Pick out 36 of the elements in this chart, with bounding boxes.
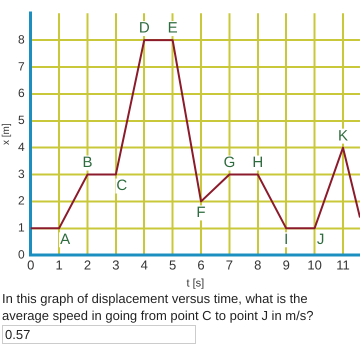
x-tick-label: 3	[112, 258, 120, 273]
y-tick-label: 3	[18, 166, 25, 181]
x-tick-label: 1	[55, 258, 63, 273]
text: In this graph of displacement versus time, what is the average speed in going from point C to point J in m/s?	[2, 290, 314, 324]
y-tick-label: 6	[18, 86, 25, 100]
annotation: C	[116, 177, 128, 194]
annotation: K	[338, 127, 348, 144]
x-tick-label: 11	[336, 258, 350, 273]
y-axis-title: x [m]	[0, 123, 12, 146]
x-axis-title: t [s]	[186, 277, 204, 290]
y-tick-label: 4	[18, 140, 25, 154]
x-tick-label: 7	[226, 258, 234, 273]
x-tick-label: 4	[140, 258, 148, 273]
annotation: H	[252, 154, 264, 172]
y-tick-label: 5	[18, 113, 25, 128]
annotation: B	[82, 154, 92, 172]
y-tick-label: 7	[18, 59, 25, 74]
annotation: J	[316, 230, 324, 248]
annotation: E	[168, 20, 178, 37]
annotation: D	[138, 20, 150, 37]
annotation: G	[224, 154, 236, 172]
x-tick-label: 5	[169, 258, 176, 273]
annotation: F	[196, 204, 206, 222]
x-tick-label: 10	[307, 258, 322, 273]
annotation: I	[284, 230, 288, 248]
y-tick-label: 0	[18, 248, 25, 262]
y-tick-label: 8	[18, 32, 25, 46]
x-tick-label: 2	[84, 258, 92, 273]
x-tick-label: 0	[27, 258, 34, 273]
annotation: A	[60, 230, 70, 248]
x-tick-label: 9	[282, 258, 290, 273]
y-tick-label: 1	[18, 220, 25, 235]
x-tick-label: 8	[254, 258, 262, 273]
answer-field: 0.57	[2, 325, 196, 344]
y-tick-label: 2	[18, 194, 25, 208]
x-tick-label: 6	[197, 258, 205, 273]
